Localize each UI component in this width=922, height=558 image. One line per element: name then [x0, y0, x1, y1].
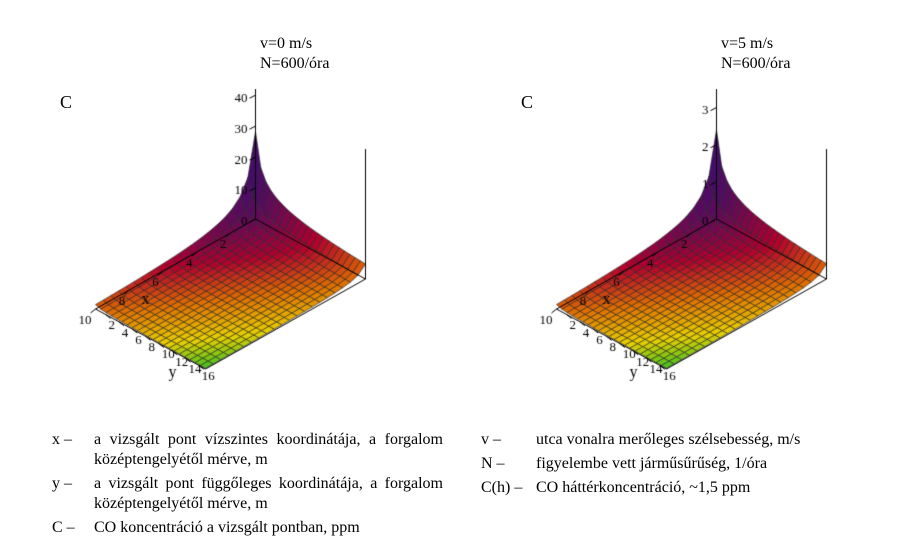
- legend-sym: v –: [481, 430, 536, 450]
- legend-text: figyelembe vett járműsűrűség, 1/óra: [536, 454, 872, 474]
- surface-plot-right: [461, 0, 922, 420]
- surface-plot-left: [0, 0, 461, 420]
- legend-text: utca vonalra merőleges szélsebesség, m/s: [536, 430, 872, 450]
- legend-right-col: v – utca vonalra merőleges szélsebesség,…: [481, 430, 872, 542]
- legend-block: x – a vizsgált pont vízszintes koordinát…: [52, 430, 872, 542]
- legend-text: a vizsgált pont vízszintes koordinátája,…: [94, 430, 443, 470]
- chart-right-annotation: v=5 m/s N=600/óra: [721, 34, 790, 74]
- chart-right-annot-line2: N=600/óra: [721, 55, 790, 72]
- chart-panel-right: v=5 m/s N=600/óra C: [461, 0, 922, 420]
- legend-sym: y –: [52, 474, 94, 514]
- legend-item: C – CO koncentráció a vizsgált pontban, …: [52, 518, 443, 538]
- legend-left-col: x – a vizsgált pont vízszintes koordinát…: [52, 430, 443, 542]
- charts-row: v=0 m/s N=600/óra C v=5 m/s N=600/óra C: [0, 0, 922, 420]
- legend-item: C(h) – CO háttérkoncentráció, ~1,5 ppm: [481, 478, 872, 498]
- chart-left-annot-line1: v=0 m/s: [260, 35, 312, 52]
- chart-right-annot-line1: v=5 m/s: [721, 35, 773, 52]
- chart-left-annot-line2: N=600/óra: [260, 55, 329, 72]
- legend-sym: N –: [481, 454, 536, 474]
- legend-text: a vizsgált pont függőleges koordinátája,…: [94, 474, 443, 514]
- legend-item: N – figyelembe vett járműsűrűség, 1/óra: [481, 454, 872, 474]
- chart-left-annotation: v=0 m/s N=600/óra: [260, 34, 329, 74]
- chart-right-z-label: C: [521, 92, 533, 113]
- legend-text: CO koncentráció a vizsgált pontban, ppm: [94, 518, 443, 538]
- chart-panel-left: v=0 m/s N=600/óra C: [0, 0, 461, 420]
- legend-item: v – utca vonalra merőleges szélsebesség,…: [481, 430, 872, 450]
- legend-sym: x –: [52, 430, 94, 470]
- legend-text: CO háttérkoncentráció, ~1,5 ppm: [536, 478, 872, 498]
- legend-sym: C(h) –: [481, 478, 536, 498]
- legend-item: y – a vizsgált pont függőleges koordinát…: [52, 474, 443, 514]
- legend-item: x – a vizsgált pont vízszintes koordinát…: [52, 430, 443, 470]
- chart-left-z-label: C: [60, 92, 72, 113]
- legend-sym: C –: [52, 518, 94, 538]
